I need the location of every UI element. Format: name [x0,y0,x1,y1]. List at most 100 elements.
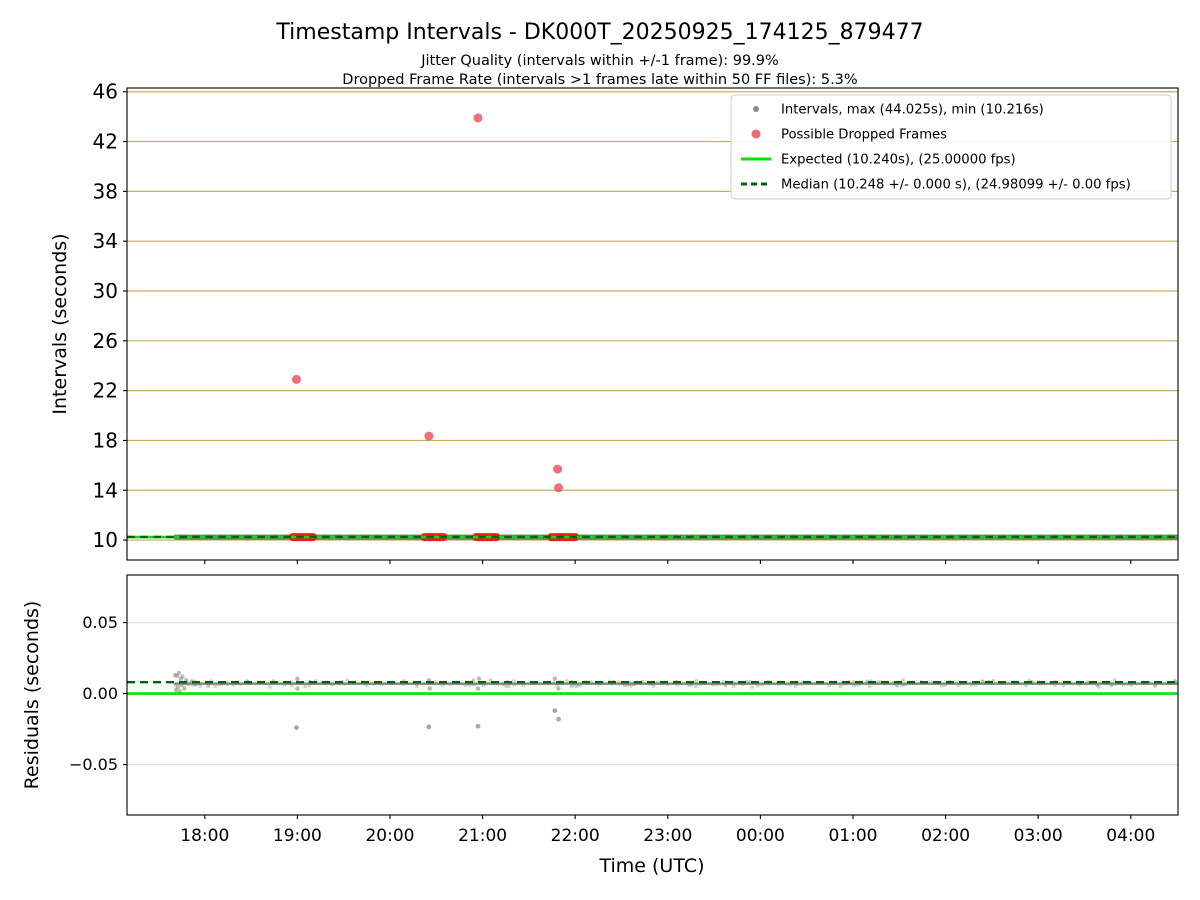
y-tick-label: 42 [93,130,118,154]
residuals-point [216,682,221,687]
residuals-point [267,685,272,689]
figure-title: Timestamp Intervals - DK000T_20250925_17… [275,20,923,45]
residuals-point [289,682,294,687]
residuals-point [903,682,908,687]
residuals-point [1053,683,1057,687]
y-axis-ticks: 0.05 0.00 −0.05 [69,613,127,774]
y-tick-label: 14 [93,478,118,502]
residuals-point [331,682,335,687]
residuals-point [206,682,210,687]
residuals-point [901,678,905,682]
residuals-point [576,683,580,688]
x-tick-label: 02:00 [921,826,970,846]
residuals-point [199,681,203,686]
residuals-point [578,683,583,688]
residuals-point [1077,682,1081,687]
residuals-point [379,682,384,687]
residuals-point [342,682,346,686]
legend-dot-marker [751,129,761,139]
y-tick-label: 0.00 [82,684,118,703]
residuals-point [471,677,476,682]
residuals-point [1006,681,1011,686]
start-cluster-point [180,674,185,679]
x-axis-ticks: 18:00 19:00 20:00 21:00 22:00 23:00 00:00 01:00… [180,815,1155,846]
residuals-point [1031,680,1036,685]
residuals-point [867,684,872,689]
data-layer [127,113,1178,542]
residual-outliers-point [294,725,299,731]
residuals-point [364,683,369,688]
residuals-point [1153,683,1157,688]
residuals-point [956,683,961,687]
data-layer [127,670,1178,731]
residuals-point [715,682,719,687]
residuals-point [864,680,869,685]
residuals-point [694,679,699,683]
residuals-point [382,681,387,686]
y-tick-label: 10 [93,528,118,552]
residuals-point [747,680,751,685]
residuals-point [969,682,974,687]
legend-label: Possible Dropped Frames [781,128,947,143]
residuals-point [651,684,656,689]
event-spread-point [552,676,558,681]
residuals-point [623,683,627,688]
residuals-point [329,682,334,687]
residuals-point [894,682,898,687]
residuals-point [501,682,506,687]
residual-outliers-point [426,724,432,730]
residuals-point [1024,683,1028,688]
intervals-plot: 10 14 18 22 26 30 34 38 42 46 [93,80,1179,564]
residuals-point [968,681,973,686]
subtitle-dropped-frame-rate: Dropped Frame Rate (intervals >1 frames … [342,72,857,88]
residuals-point [943,683,947,688]
x-tick-label: 18:00 [180,826,229,846]
subtitle-jitter-quality: Jitter Quality (intervals within +/-1 fr… [420,53,779,69]
residuals-point [1129,683,1134,687]
residuals-point [282,682,287,687]
dropped-frame-outliers-point [473,113,483,123]
residuals-point [760,682,765,687]
residuals-point [656,681,660,685]
x-tick-label: 00:00 [736,826,785,846]
residuals-point [463,683,468,688]
residuals-point [1097,685,1101,689]
residuals-point [440,683,445,688]
residuals-point [571,682,576,687]
residual-outliers-point [552,708,558,714]
legend-dot-marker [753,106,759,112]
residuals-point [467,683,472,688]
y-tick-label: 26 [93,329,118,353]
residuals-point [574,684,579,689]
x-tick-label: 03:00 [1014,826,1063,846]
residuals-point [694,684,698,689]
residuals-point [329,681,334,686]
axes-spines [126,574,1179,816]
residuals-point [686,683,691,687]
residuals-point [680,681,684,686]
residuals-point [793,684,798,688]
residuals-point [554,683,559,687]
legend-label: Median (10.248 +/- 0.000 s), (24.98099 +… [781,178,1131,193]
dropped-frame-outliers-point [553,464,563,474]
residuals-point [1174,679,1178,684]
residuals-point [688,682,693,687]
residuals-point [570,682,575,687]
residuals-point [838,684,843,689]
residuals-point [569,684,574,689]
residuals-point [733,681,737,686]
start-cluster-point [175,684,181,690]
x-tick-label: 21:00 [458,826,507,846]
residuals-point [722,680,726,684]
residuals-point [900,683,904,688]
event-spread-point [476,676,482,681]
residuals-point [231,682,236,687]
residuals-point [1111,681,1116,686]
axes-spines [126,87,1179,561]
residuals-point [500,681,505,686]
y-tick-label: 0.05 [82,613,118,632]
legend: Intervals, max (44.025s), min (10.216s) P… [730,94,1172,200]
residuals-point [596,682,601,687]
